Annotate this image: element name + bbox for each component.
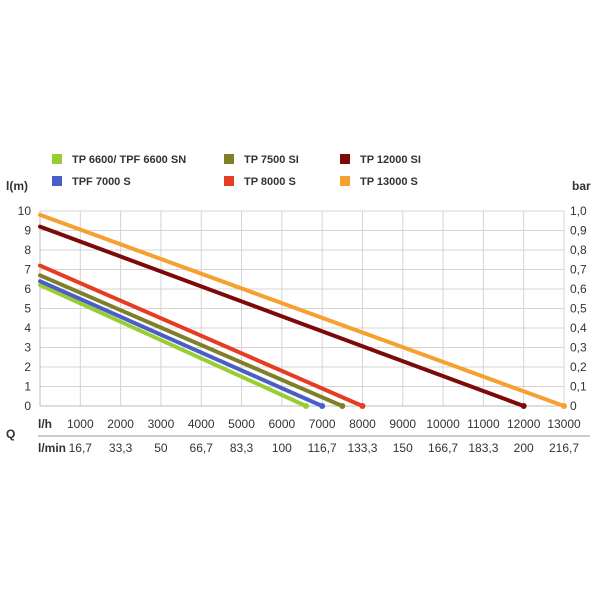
y-tick-label-left: 0 <box>24 399 31 413</box>
y-tick-label-right: 0,1 <box>570 380 587 394</box>
series-end-point <box>339 403 346 409</box>
series-line <box>38 224 526 408</box>
legend-item: TP 7500 SI <box>224 154 299 166</box>
series-end-point <box>520 403 527 409</box>
x-tick-label-lmin: 33,3 <box>109 441 133 455</box>
y-tick-label-right: 0,5 <box>570 302 587 316</box>
y-tick-label-left: 8 <box>24 243 31 257</box>
y-axis-title-left: l(m) <box>6 179 28 193</box>
series-end-point <box>303 403 310 409</box>
x-tick-label-lmin: 183,3 <box>468 441 498 455</box>
y-tick-label-right: 0 <box>570 399 577 413</box>
x-tick-label-lh: 4000 <box>188 417 215 431</box>
legend-item: TP 6600/ TPF 6600 SN <box>52 154 186 166</box>
x-tick-label-lmin: 200 <box>514 441 534 455</box>
legend-item: TP 13000 S <box>340 176 418 188</box>
legend-swatch <box>224 176 234 186</box>
y-ticks-left: 0 1 2 3 4 5 6 7 8 9 10 <box>18 204 32 413</box>
legend-swatch <box>340 154 350 164</box>
series-lines <box>38 212 567 409</box>
legend-label: TP 13000 S <box>360 176 418 188</box>
y-tick-label-left: 4 <box>24 321 31 335</box>
y-tick-label-right: 0,3 <box>570 341 587 355</box>
legend-swatch <box>340 176 350 186</box>
y-tick-label-right: 0,4 <box>570 321 587 335</box>
flow-axis-q-label: Q <box>6 427 15 441</box>
legend-label: TP 7500 SI <box>244 154 299 166</box>
x-tick-label-lmin: 100 <box>272 441 292 455</box>
series-end-point <box>319 403 326 409</box>
y-tick-label-right: 0,2 <box>570 360 587 374</box>
legend-item: TP 8000 S <box>224 176 296 188</box>
legend: TP 6600/ TPF 6600 SN TP 7500 SI TP 12000 S… <box>52 154 421 188</box>
y-tick-label-right: 1,0 <box>570 204 587 218</box>
flow-row-label-lh: l/h <box>38 417 52 431</box>
x-tick-label-lh: 5000 <box>228 417 255 431</box>
series-end-point <box>561 403 567 409</box>
x-tick-label-lmin: 150 <box>393 441 413 455</box>
series-line <box>38 212 566 408</box>
x-tick-label-lmin: 116,7 <box>308 441 337 455</box>
y-tick-label-right: 0,8 <box>570 243 587 257</box>
series-line <box>38 273 345 408</box>
x-tick-label-lh: 9000 <box>389 417 416 431</box>
series-line <box>38 283 309 408</box>
x-tick-label-lh: 7000 <box>309 417 336 431</box>
x-ticks-lmin: 16,7 33,3 50 66,7 83,3 100 116,7 133,3 150 166,7 1… <box>69 441 580 455</box>
y-tick-label-right: 0,9 <box>570 224 587 238</box>
legend-swatch <box>224 154 234 164</box>
legend-item: TP 12000 SI <box>340 154 421 166</box>
x-tick-label-lmin: 166,7 <box>428 441 458 455</box>
x-tick-label-lmin: 66,7 <box>190 441 214 455</box>
legend-swatch <box>52 176 62 186</box>
x-tick-label-lh: 6000 <box>268 417 295 431</box>
x-tick-label-lh: 8000 <box>349 417 376 431</box>
y-tick-label-left: 2 <box>24 360 31 374</box>
series-end-point <box>359 403 366 409</box>
legend-label: TP 8000 S <box>244 176 296 188</box>
x-tick-label-lmin: 83,3 <box>230 441 254 455</box>
y-tick-label-left: 7 <box>24 263 31 277</box>
x-tick-label-lh: 2000 <box>107 417 134 431</box>
x-tick-label-lmin: 216,7 <box>549 441 579 455</box>
legend-swatch <box>52 154 62 164</box>
x-tick-label-lh: 13000 <box>547 417 581 431</box>
x-tick-label-lmin: 16,7 <box>69 441 93 455</box>
legend-label: TP 12000 SI <box>360 154 421 166</box>
y-tick-label-right: 0,7 <box>570 263 587 277</box>
y-axis-title-right: bar <box>572 179 591 193</box>
y-tick-label-left: 5 <box>24 302 31 316</box>
series-line <box>38 279 325 408</box>
y-tick-label-right: 0,6 <box>570 282 587 296</box>
y-tick-label-left: 1 <box>24 380 31 394</box>
y-ticks-right: 0 0,1 0,2 0,3 0,4 0,5 0,6 0,7 0,8 0,9 1,0 <box>570 204 587 413</box>
x-tick-label-lh: 12000 <box>507 417 541 431</box>
x-tick-label-lh: 1000 <box>67 417 94 431</box>
y-tick-label-left: 10 <box>18 204 32 218</box>
x-tick-label-lmin: 133,3 <box>347 441 377 455</box>
y-tick-label-left: 3 <box>24 341 31 355</box>
x-tick-label-lh: 11000 <box>467 417 500 431</box>
series-line <box>38 263 365 408</box>
legend-item: TPF 7000 S <box>52 176 131 188</box>
x-tick-label-lmin: 50 <box>154 441 168 455</box>
x-tick-label-lh: 3000 <box>148 417 175 431</box>
legend-label: TPF 7000 S <box>72 176 131 188</box>
y-tick-label-left: 9 <box>24 224 31 238</box>
y-tick-label-left: 6 <box>24 282 31 296</box>
legend-label: TP 6600/ TPF 6600 SN <box>72 154 186 166</box>
x-ticks-lh: 1000 2000 3000 4000 5000 6000 7000 8000 9000 1000… <box>38 417 590 437</box>
flow-row-label-lmin: l/min <box>38 441 66 455</box>
x-tick-label-lh: 10000 <box>426 417 460 431</box>
